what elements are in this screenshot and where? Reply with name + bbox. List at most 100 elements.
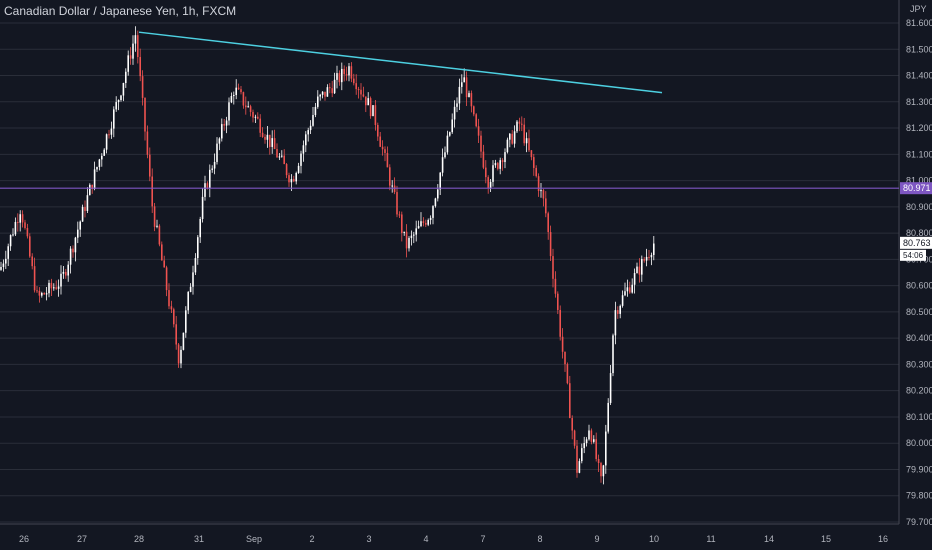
- candle-body: [105, 134, 108, 150]
- candle-body: [165, 267, 168, 291]
- candle-body: [45, 293, 48, 295]
- candle-body: [449, 132, 451, 136]
- candle-body: [31, 256, 33, 267]
- candle-body: [182, 332, 185, 350]
- candle-body: [509, 133, 511, 140]
- candle-body: [113, 109, 115, 129]
- candle-body: [357, 89, 360, 91]
- candle-body: [391, 185, 393, 187]
- candle-body: [324, 91, 326, 97]
- candle-body: [137, 35, 139, 58]
- candle-body: [331, 88, 333, 94]
- candle-body: [573, 430, 576, 446]
- candle-body: [84, 207, 86, 211]
- candle-body: [425, 222, 427, 225]
- candle-body: [600, 463, 602, 477]
- candle-body: [74, 237, 77, 253]
- candle-body: [451, 119, 453, 133]
- candle-body: [621, 295, 624, 306]
- candle-body: [518, 121, 521, 124]
- x-tick-label: 28: [134, 534, 144, 544]
- candle-body: [288, 175, 290, 183]
- candle-body: [614, 310, 617, 336]
- candle-body: [266, 134, 269, 140]
- candle-body: [26, 228, 29, 237]
- level-price-text: 80.971: [903, 183, 931, 193]
- x-tick-label: 3: [366, 534, 371, 544]
- candle-body: [607, 402, 609, 432]
- last-price-text: 80.763: [903, 238, 931, 248]
- candle-body: [57, 286, 60, 289]
- candle-body: [379, 136, 381, 147]
- candle-body: [86, 195, 89, 211]
- candle-body: [401, 214, 403, 233]
- candle-body: [206, 183, 209, 189]
- candle-body: [295, 172, 297, 182]
- candle-body: [326, 87, 329, 97]
- candle-body: [566, 364, 569, 384]
- y-tick-label: 79.800: [906, 491, 932, 501]
- candle-body: [549, 232, 552, 257]
- candle-body: [24, 222, 26, 229]
- y-tick-label: 81.500: [906, 44, 932, 54]
- candle-body: [67, 264, 69, 276]
- candle-body: [29, 236, 31, 257]
- candle-body: [624, 291, 626, 296]
- candle-body: [17, 221, 19, 223]
- x-tick-label: Sep: [246, 534, 262, 544]
- candle-body: [341, 68, 343, 83]
- candle-body: [305, 134, 307, 146]
- candle-body: [77, 229, 79, 238]
- candle-body: [485, 167, 487, 178]
- candle-body: [593, 439, 595, 442]
- candle-body: [50, 282, 53, 289]
- candle-body: [9, 235, 12, 247]
- candle-body: [487, 177, 489, 189]
- candle-body: [38, 290, 41, 296]
- candle-body: [264, 136, 266, 140]
- candle-body: [89, 184, 91, 196]
- candle-body: [511, 133, 513, 144]
- candle-body: [629, 287, 631, 293]
- candle-body: [590, 430, 593, 442]
- y-tick-label: 80.600: [906, 281, 932, 291]
- currency-label: JPY: [910, 4, 927, 14]
- candle-body: [96, 167, 98, 170]
- candle-body: [456, 103, 458, 107]
- candle-body: [355, 83, 357, 90]
- candle-body: [475, 114, 477, 127]
- candle-body: [259, 118, 261, 133]
- candle-body: [540, 190, 542, 192]
- candle-body: [283, 155, 285, 165]
- candle-body: [173, 309, 175, 325]
- candle-body: [643, 259, 645, 261]
- candle-body: [79, 221, 81, 230]
- candle-body: [170, 306, 173, 310]
- candle-body: [415, 228, 417, 235]
- candle-body: [581, 448, 583, 462]
- candle-body: [453, 106, 456, 120]
- candle-body: [43, 293, 45, 295]
- candle-body: [221, 124, 223, 139]
- candle-body: [345, 74, 348, 76]
- candle-body: [441, 157, 444, 173]
- x-tick-label: 4: [423, 534, 428, 544]
- level-price-tag: [900, 182, 932, 195]
- candle-body: [254, 116, 257, 118]
- x-tick-label: 16: [878, 534, 888, 544]
- candle-body: [535, 167, 537, 177]
- candle-body: [638, 266, 641, 275]
- candle-body: [595, 439, 597, 459]
- candle-body: [12, 234, 14, 236]
- candle-body: [101, 155, 103, 160]
- candle-body: [389, 167, 391, 186]
- candle-body: [62, 271, 65, 274]
- candle-body: [53, 287, 55, 289]
- candle-body: [290, 179, 293, 183]
- candle-body: [372, 105, 374, 117]
- candle-body: [554, 278, 557, 294]
- candle-body: [149, 154, 151, 177]
- candle-body: [413, 234, 415, 236]
- y-tick-label: 81.100: [906, 149, 932, 159]
